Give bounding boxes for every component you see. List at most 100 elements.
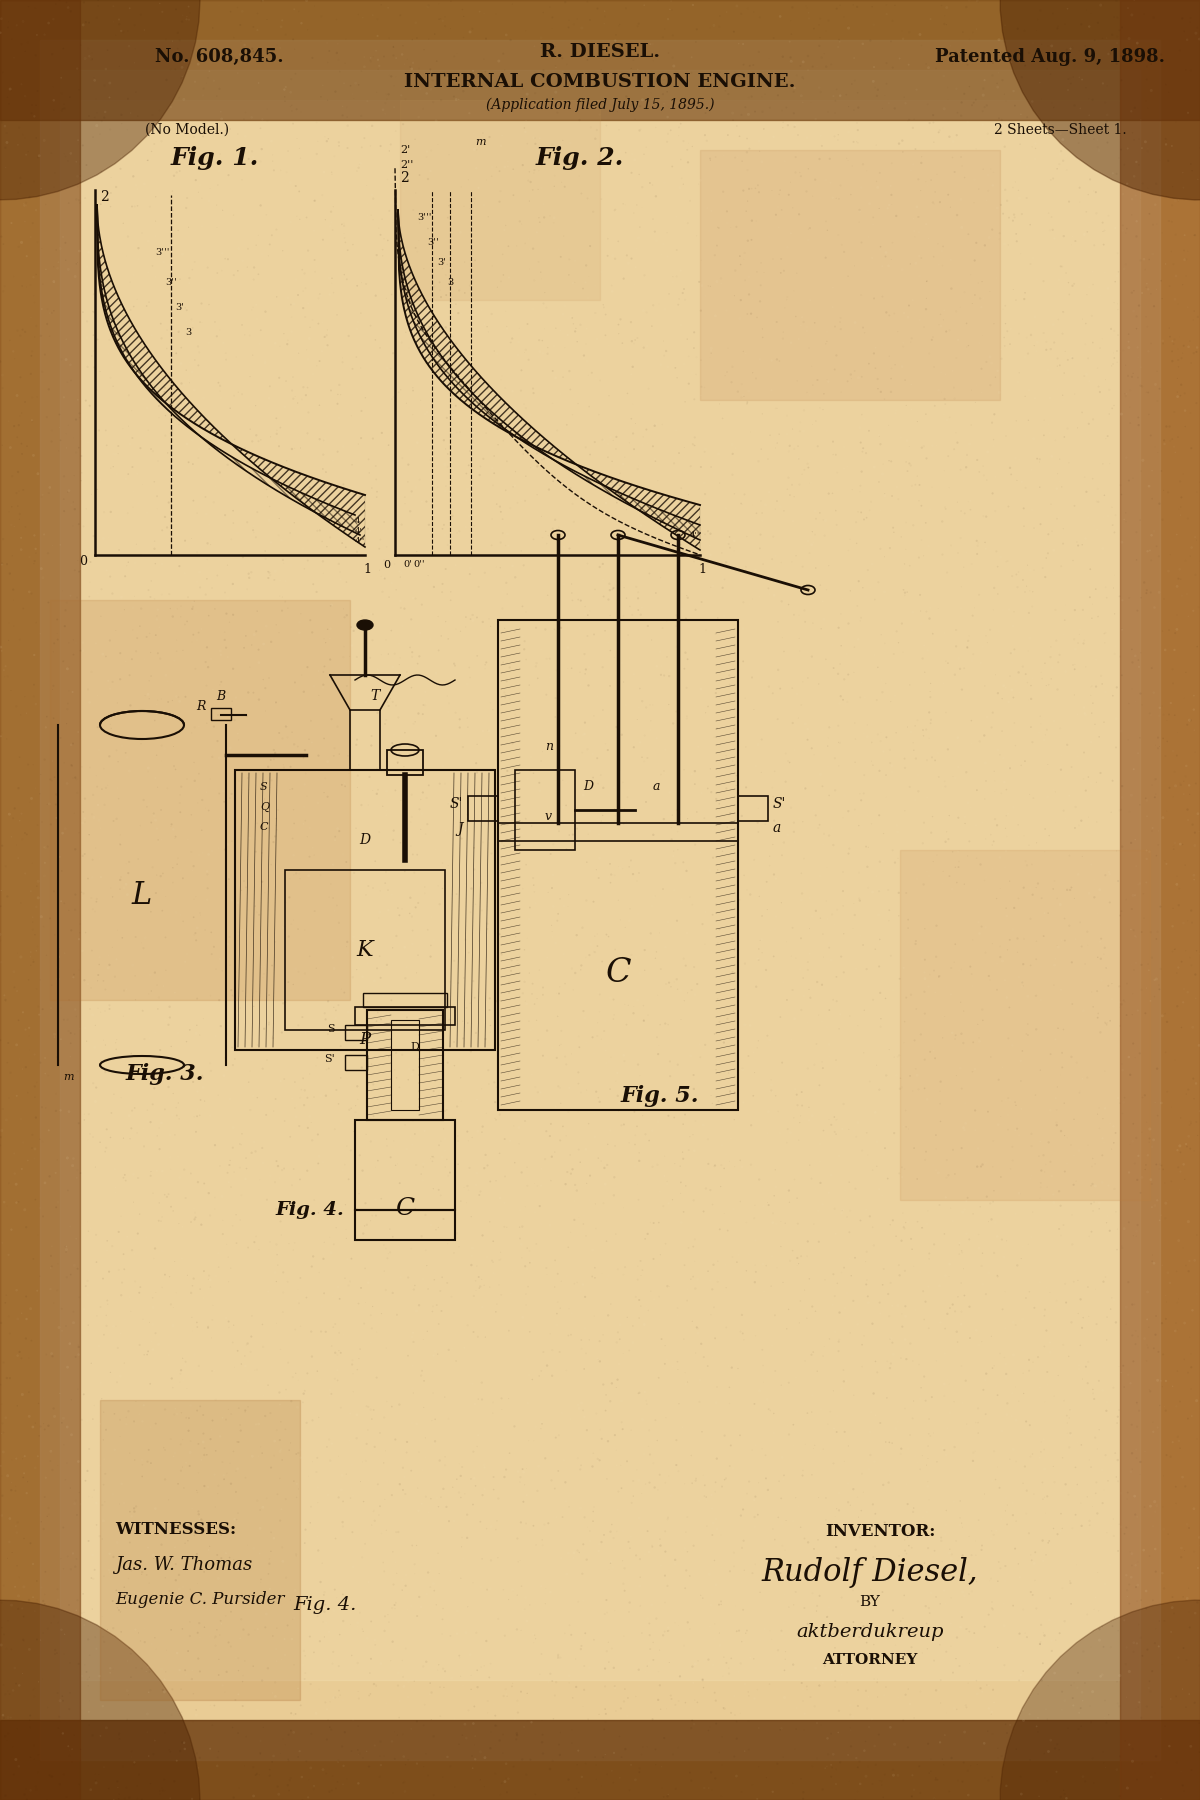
Point (353, 601, 372, 630)
Point (737, 196, 756, 225)
Point (832, 1553, 851, 1582)
Point (685, 1687, 704, 1715)
Point (1088, 9, 1108, 38)
Point (1103, 826, 1122, 855)
Point (661, 1481, 680, 1510)
Point (925, 1786, 944, 1800)
Point (1038, 538, 1057, 567)
Point (997, 1490, 1016, 1519)
Point (810, 1147, 829, 1175)
Point (372, 1184, 391, 1213)
Point (1075, 329, 1094, 358)
Point (725, 1701, 744, 1730)
Point (548, 1640, 568, 1669)
Point (288, 392, 307, 421)
Point (602, 1370, 622, 1399)
Point (607, 1436, 626, 1465)
Point (330, 817, 349, 846)
Point (536, 40, 556, 68)
Point (1123, 1321, 1142, 1350)
Point (869, 653, 888, 682)
Point (800, 1150, 820, 1179)
Point (253, 104, 272, 133)
Point (635, 747, 654, 776)
Point (1132, 1586, 1151, 1615)
Point (166, 823, 185, 851)
Point (905, 1703, 924, 1732)
Point (888, 817, 907, 846)
Point (631, 1247, 650, 1276)
Point (430, 5, 449, 34)
Point (799, 1105, 818, 1134)
Point (277, 711, 296, 740)
Point (150, 427, 169, 455)
Point (668, 1348, 688, 1377)
Point (1070, 1078, 1090, 1107)
Point (108, 774, 127, 803)
Point (757, 868, 776, 896)
Point (0, 1679, 16, 1708)
Point (858, 1141, 877, 1170)
Point (40, 1499, 59, 1528)
Point (258, 106, 277, 135)
Point (148, 772, 167, 801)
Point (434, 1105, 454, 1134)
Point (898, 1523, 917, 1552)
Point (589, 859, 608, 887)
Point (1013, 565, 1032, 594)
Point (1080, 1222, 1099, 1251)
Point (319, 405, 338, 434)
Point (1109, 1537, 1128, 1566)
Point (559, 1492, 578, 1521)
Point (827, 441, 846, 470)
Point (971, 1498, 990, 1526)
Point (1168, 959, 1187, 988)
Point (668, 1049, 688, 1078)
Point (922, 616, 941, 644)
Point (239, 560, 258, 589)
Point (503, 324, 522, 353)
Point (596, 1037, 616, 1066)
Point (908, 778, 928, 806)
Point (604, 427, 623, 455)
Point (840, 1168, 859, 1197)
Point (955, 808, 974, 837)
Point (572, 180, 592, 209)
Point (983, 698, 1002, 727)
Point (974, 866, 994, 895)
Point (1154, 1462, 1174, 1490)
Point (566, 718, 586, 747)
Point (1140, 1123, 1159, 1152)
Point (1003, 1341, 1022, 1370)
Point (1097, 792, 1116, 821)
Point (204, 67, 223, 95)
Point (746, 1321, 766, 1350)
Point (42, 299, 61, 328)
Point (24, 945, 43, 974)
Point (563, 304, 582, 333)
Point (550, 1643, 569, 1672)
Point (624, 992, 643, 1021)
Point (481, 1166, 500, 1195)
Point (323, 160, 342, 189)
Point (395, 932, 414, 961)
Point (304, 1242, 323, 1271)
Point (401, 729, 420, 758)
Point (161, 1120, 180, 1148)
Point (616, 1735, 635, 1764)
Point (595, 1355, 614, 1384)
Point (619, 776, 638, 805)
Point (1150, 733, 1169, 761)
Point (367, 954, 386, 983)
Point (194, 1472, 214, 1501)
Point (302, 1125, 322, 1154)
Point (337, 1764, 356, 1793)
Point (1015, 680, 1034, 709)
Point (1122, 1552, 1141, 1580)
Point (858, 801, 877, 830)
Point (1075, 49, 1094, 77)
Point (576, 1134, 595, 1163)
Point (222, 1175, 241, 1204)
Point (0, 877, 11, 905)
Point (1003, 612, 1022, 641)
